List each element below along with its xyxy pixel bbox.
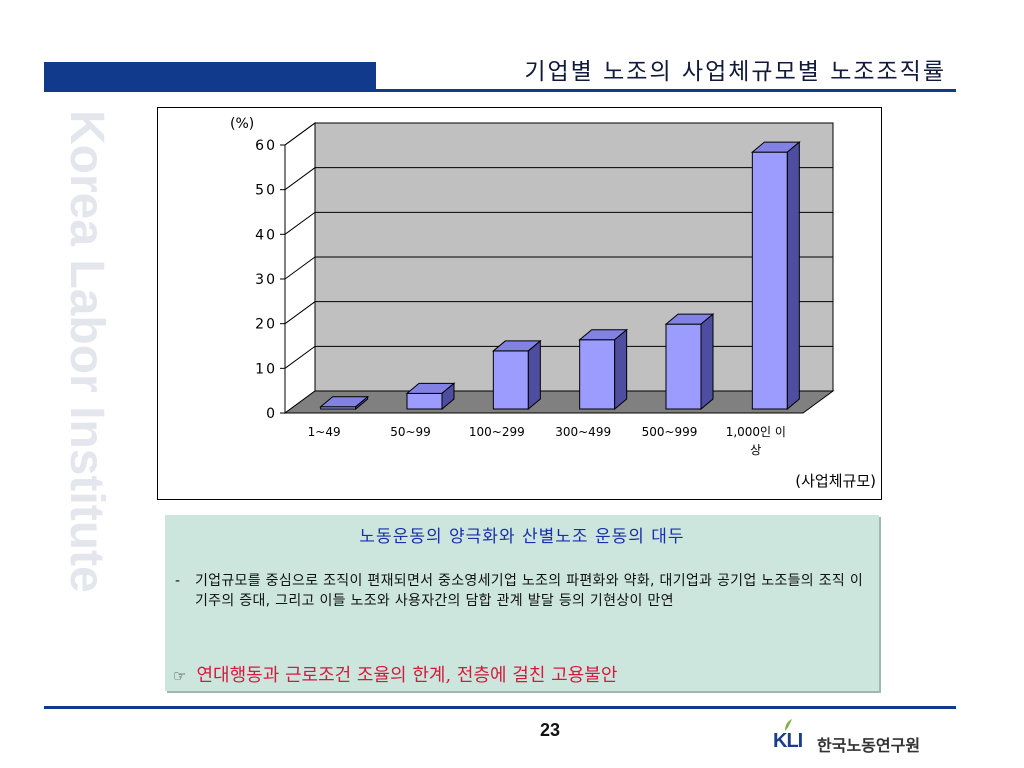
y-tick-label: 10 bbox=[255, 361, 277, 377]
y-tick-label: 20 bbox=[255, 317, 277, 333]
x-tick-label: 상 bbox=[750, 443, 761, 457]
gridline bbox=[284, 345, 833, 369]
y-tick-label: 60 bbox=[255, 138, 277, 154]
watermark: Korea Labor Institute bbox=[60, 110, 113, 593]
chart-floor bbox=[283, 390, 835, 414]
y-axis-label: (%) bbox=[230, 116, 254, 132]
y-tick-label: 30 bbox=[255, 272, 277, 288]
gridline bbox=[284, 211, 833, 235]
bar bbox=[406, 392, 443, 410]
header-accent-bar bbox=[44, 62, 376, 90]
footer-rule bbox=[44, 706, 956, 709]
gridline bbox=[284, 122, 833, 146]
x-tick-label: 50~99 bbox=[390, 425, 431, 439]
x-tick-label: 500~999 bbox=[642, 425, 698, 439]
slide-title: 기업별 노조의 사업체규모별 노조조직률 bbox=[524, 59, 946, 85]
x-axis-label: (사업체규모) bbox=[795, 472, 876, 490]
y-tick-label: 0 bbox=[266, 406, 277, 422]
pointing-hand-icon: ☞ bbox=[173, 667, 187, 685]
info-dash: - bbox=[175, 573, 181, 589]
x-tick-label: 100~299 bbox=[469, 425, 525, 439]
gridline bbox=[284, 256, 833, 280]
info-heading: 노동운동의 양극화와 산별노조 운동의 대두 bbox=[359, 527, 685, 547]
gridline bbox=[284, 301, 833, 325]
x-tick-label: 300~499 bbox=[555, 425, 611, 439]
info-body: - 기업규모를 중심으로 조직이 편재되면서 중소영세기업 노조의 파편화와 약… bbox=[175, 571, 875, 611]
page-number: 23 bbox=[539, 720, 561, 740]
bar-side bbox=[527, 339, 541, 411]
bar-side bbox=[441, 382, 455, 411]
y-tick-label: 50 bbox=[255, 183, 277, 199]
info-box: 노동운동의 양극화와 산별노조 운동의 대두 - 기업규모를 중심으로 조직이 … bbox=[165, 515, 879, 691]
bar bbox=[665, 323, 702, 410]
x-tick-label: 1~49 bbox=[308, 425, 341, 439]
gridline bbox=[284, 167, 833, 191]
info-body-text: 기업규모를 중심으로 조직이 편재되면서 중소영세기업 노조의 파편화와 약화,… bbox=[195, 573, 864, 609]
info-note: ☞ 연대행동과 근로조건 조율의 한계, 전층에 걸친 고용불안 bbox=[173, 661, 617, 687]
header-rule bbox=[44, 89, 956, 92]
bar bbox=[751, 151, 788, 410]
info-note-text: 연대행동과 근로조건 조율의 한계, 전층에 걸친 고용불안 bbox=[196, 665, 618, 686]
bar-side bbox=[355, 395, 369, 411]
bar-side bbox=[614, 328, 628, 411]
kli-logo-text: 한국노동연구원 bbox=[817, 736, 921, 755]
bar bbox=[579, 339, 616, 410]
bar bbox=[492, 350, 529, 410]
bar-chart: 0 10 20 30 40 50 60(%) 1~49 50~99 100~299 300~499 5… bbox=[230, 116, 876, 490]
kli-logo-mark: KLI bbox=[773, 730, 803, 752]
kli-logo: KLI 한국노동연구원 bbox=[773, 718, 958, 755]
leaf-icon bbox=[785, 719, 792, 731]
chart-frame: 0 10 20 30 40 50 60 (%) 1~49 50~99 100~299 300~499 5… bbox=[157, 107, 882, 500]
x-tick-label: 1,000인 이 bbox=[726, 425, 786, 439]
bar-side bbox=[700, 313, 714, 411]
y-tick-label: 40 bbox=[255, 227, 277, 243]
bar-side bbox=[786, 141, 800, 411]
